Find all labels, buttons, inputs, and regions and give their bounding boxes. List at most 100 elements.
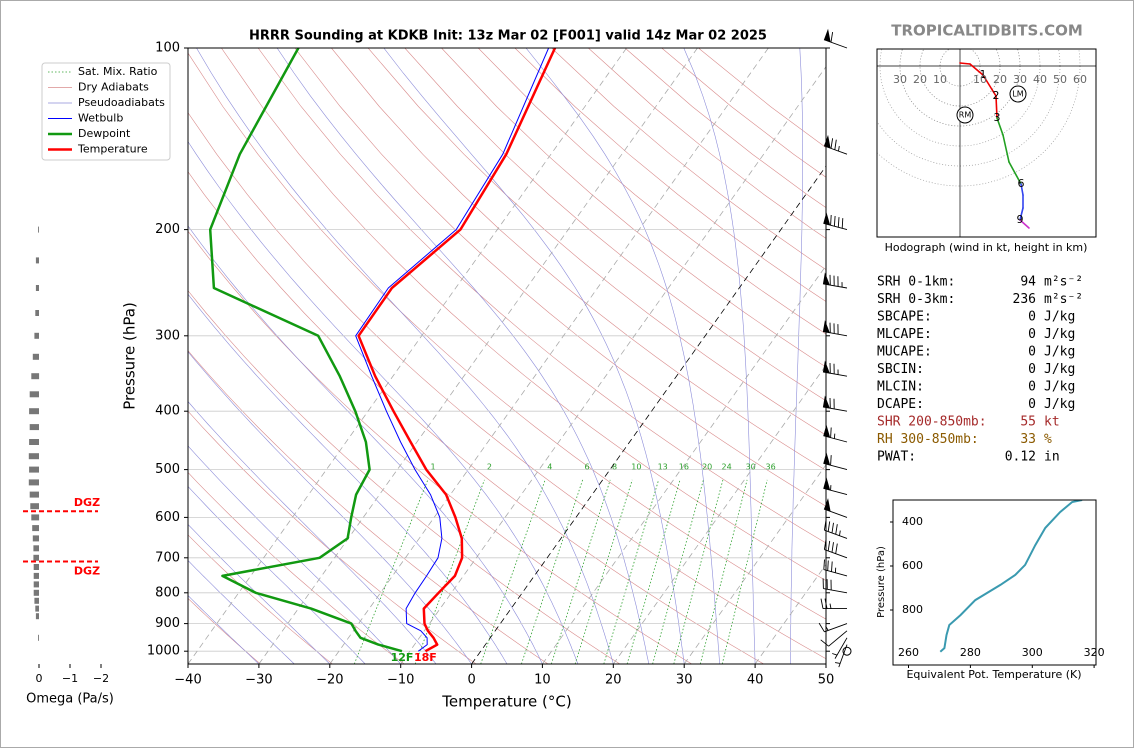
y-tick-label: 600 [155, 510, 180, 525]
omega-bar [29, 408, 39, 414]
param-label: SHR 200-850mb: [877, 415, 987, 430]
mixing-ratio-label: 20 [702, 463, 712, 472]
param-label: SRH 0-3km: [877, 292, 955, 307]
param-unit: J/kg [1044, 310, 1075, 325]
mixing-ratio-label: 4 [547, 463, 552, 472]
height-label: 6 [1018, 177, 1025, 190]
omega-bar [32, 525, 39, 531]
mixing-ratio-label: 36 [766, 463, 776, 472]
omega-bar [35, 310, 39, 316]
param-label: MUCAPE: [877, 345, 932, 360]
dgz-label: DGZ [74, 496, 100, 509]
omega-bar [30, 503, 39, 509]
legend-label: Wetbulb [78, 112, 123, 125]
omega-bar [38, 635, 39, 641]
omega-bar [30, 391, 39, 397]
param-value: 33 [1020, 432, 1036, 447]
hodograph-segment [960, 63, 970, 64]
param-value: 236 [1013, 292, 1036, 307]
param-value: 0 [1028, 380, 1036, 395]
mixing-ratio-label: 16 [679, 463, 689, 472]
param-label: DCAPE: [877, 397, 924, 412]
hodograph-tick-label: 50 [1053, 73, 1067, 86]
param-unit: m²s⁻² [1044, 275, 1083, 290]
x-tick-label: 0 [467, 673, 475, 688]
x-tick-label: −1 [62, 672, 78, 685]
hodograph-tick-label: 40 [1033, 73, 1047, 86]
x-tick-label: 300 [1022, 646, 1043, 659]
omega-bar [34, 333, 39, 339]
surface-label: 18F [414, 651, 437, 664]
hodograph-tick-label: 20 [913, 73, 927, 86]
omega-bar [29, 479, 39, 485]
param-value: 94 [1020, 275, 1036, 290]
param-label: SRH 0-1km: [877, 275, 955, 290]
y-tick-label: 700 [155, 550, 180, 565]
x-tick-label: 30 [676, 673, 693, 688]
param-label: MLCIN: [877, 380, 924, 395]
param-unit: J/kg [1044, 345, 1075, 360]
height-label: 3 [994, 111, 1001, 124]
legend-label: Dewpoint [78, 127, 131, 140]
y-tick-label: 1000 [147, 644, 180, 659]
param-unit: m²s⁻² [1044, 292, 1083, 307]
param-value: 0.12 [1005, 450, 1036, 465]
y-tick-label: 800 [155, 585, 180, 600]
mixing-ratio-label: 1 [431, 463, 436, 472]
dgz-label: DGZ [74, 565, 100, 578]
mixing-ratio-label: 13 [658, 463, 668, 472]
storm-motion-label: LM [1012, 90, 1023, 99]
x-tick-label: −30 [245, 673, 272, 688]
omega-bar [29, 453, 39, 459]
mixing-ratio-label: 30 [746, 463, 756, 472]
param-unit: J/kg [1044, 397, 1075, 412]
omega-bar [34, 573, 39, 579]
y-tick-label: 400 [155, 404, 180, 419]
param-value: 0 [1028, 362, 1036, 377]
legend-label: Pseudoadiabats [78, 96, 165, 109]
param-value: 0 [1028, 397, 1036, 412]
omega-bar [34, 590, 39, 596]
omega-bar [34, 598, 39, 604]
x-tick-label: 280 [960, 646, 981, 659]
mixing-ratio-label: 6 [585, 463, 590, 472]
hodograph-tick-label: 10 [973, 73, 987, 86]
omega-bar [30, 424, 39, 430]
x-tick-label: 10 [534, 673, 551, 688]
x-axis-label: Temperature (°C) [441, 693, 571, 711]
param-label: PWAT: [877, 450, 916, 465]
hodograph-tick-label: 10 [933, 73, 947, 86]
omega-bar [34, 581, 39, 587]
y-tick-label: 200 [155, 222, 180, 237]
omega-bar [33, 535, 39, 541]
x-tick-label: −20 [316, 673, 343, 688]
omega-bar [38, 227, 39, 233]
hodograph-tick-label: 30 [1013, 73, 1027, 86]
param-value: 0 [1028, 327, 1036, 342]
height-label: 9 [1017, 213, 1024, 226]
param-unit: J/kg [1044, 380, 1075, 395]
hodograph-caption: Hodograph (wind in kt, height in km) [885, 241, 1088, 254]
param-value: 0 [1028, 310, 1036, 325]
x-tick-label: 0 [36, 672, 43, 685]
hodograph-tick-label: 30 [893, 73, 907, 86]
legend-label: Temperature [77, 143, 148, 156]
x-tick-label: −40 [174, 673, 201, 688]
omega-bar [29, 439, 39, 445]
param-label: SBCAPE: [877, 310, 932, 325]
y-tick-label: 800 [902, 603, 923, 616]
brand: TROPICALTIDBITS.COM [891, 22, 1083, 40]
param-unit: kt [1044, 415, 1060, 430]
x-tick-label: 320 [1084, 646, 1105, 659]
mixing-ratio-label: 24 [722, 463, 732, 472]
hodograph-tick-label: 60 [1073, 73, 1087, 86]
storm-motion-label: RM [959, 111, 972, 120]
omega-bar [30, 492, 39, 498]
omega-bar [36, 613, 39, 619]
y-tick-label: 500 [155, 462, 180, 477]
x-tick-label: 20 [605, 673, 622, 688]
x-tick-label: 40 [747, 673, 764, 688]
hodograph-tick-label: 20 [993, 73, 1007, 86]
